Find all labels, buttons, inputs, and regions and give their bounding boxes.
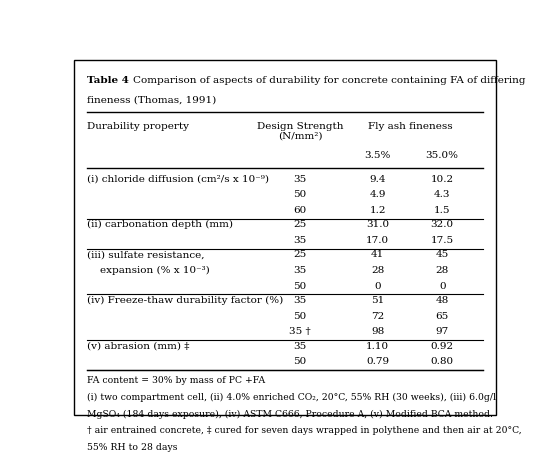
- Text: 48: 48: [435, 296, 449, 305]
- Text: 35: 35: [294, 296, 307, 305]
- Text: (iii) sulfate resistance,: (iii) sulfate resistance,: [87, 251, 204, 259]
- Text: FA content = 30% by mass of PC +FA: FA content = 30% by mass of PC +FA: [87, 376, 265, 385]
- Text: 35.0%: 35.0%: [426, 151, 459, 160]
- Text: 35: 35: [294, 175, 307, 184]
- Text: Table 4: Table 4: [87, 76, 128, 85]
- Text: 50: 50: [294, 312, 307, 321]
- Text: fineness (Thomas, 1991): fineness (Thomas, 1991): [87, 95, 216, 104]
- Text: 60: 60: [294, 206, 307, 215]
- Text: 97: 97: [435, 327, 449, 336]
- Text: (iv) Freeze-thaw durability factor (%): (iv) Freeze-thaw durability factor (%): [87, 296, 283, 305]
- Text: Comparison of aspects of durability for concrete containing FA of differing: Comparison of aspects of durability for …: [133, 76, 526, 85]
- Text: 98: 98: [371, 327, 384, 336]
- Text: 10.2: 10.2: [431, 175, 454, 184]
- Text: (i) chloride diffusion (cm²/s x 10⁻⁹): (i) chloride diffusion (cm²/s x 10⁻⁹): [87, 175, 269, 184]
- Text: 3.5%: 3.5%: [364, 151, 391, 160]
- Text: 1.10: 1.10: [366, 342, 389, 351]
- Text: 51: 51: [371, 296, 384, 305]
- FancyBboxPatch shape: [74, 60, 496, 415]
- Text: 1.2: 1.2: [369, 206, 386, 215]
- Text: 9.4: 9.4: [369, 175, 386, 184]
- Text: (v) abrasion (mm) ‡: (v) abrasion (mm) ‡: [87, 342, 189, 351]
- Text: 25: 25: [294, 251, 307, 259]
- Text: 28: 28: [371, 266, 384, 275]
- Text: 55% RH to 28 days: 55% RH to 28 days: [87, 443, 177, 452]
- Text: 0: 0: [439, 282, 445, 290]
- Text: (i) two compartment cell, (ii) 4.0% enriched CO₂, 20°C, 55% RH (30 weeks), (iii): (i) two compartment cell, (ii) 4.0% enri…: [87, 393, 496, 402]
- Text: 0.80: 0.80: [431, 357, 454, 366]
- Text: 35: 35: [294, 342, 307, 351]
- Text: 0: 0: [374, 282, 381, 290]
- Text: 35: 35: [294, 266, 307, 275]
- Text: 50: 50: [294, 282, 307, 290]
- Text: (ii) carbonation depth (mm): (ii) carbonation depth (mm): [87, 220, 233, 229]
- Text: 31.0: 31.0: [366, 220, 389, 229]
- Text: 4.9: 4.9: [369, 190, 386, 199]
- Text: † air entrained concrete, ‡ cured for seven days wrapped in polythene and then a: † air entrained concrete, ‡ cured for se…: [87, 426, 522, 435]
- Text: 35 †: 35 †: [289, 327, 311, 336]
- Text: 72: 72: [371, 312, 384, 321]
- Text: MgSO₄ (184 days exposure), (iv) ASTM C666, Procedure A, (v) Modified BCA method.: MgSO₄ (184 days exposure), (iv) ASTM C66…: [87, 410, 493, 419]
- Text: Durability property: Durability property: [87, 122, 188, 131]
- Text: 65: 65: [435, 312, 449, 321]
- Text: 50: 50: [294, 357, 307, 366]
- Text: 17.0: 17.0: [366, 236, 389, 245]
- Text: 0.92: 0.92: [431, 342, 454, 351]
- Text: 32.0: 32.0: [431, 220, 454, 229]
- Text: expansion (% x 10⁻³): expansion (% x 10⁻³): [87, 266, 210, 275]
- Text: 45: 45: [435, 251, 449, 259]
- Text: 50: 50: [294, 190, 307, 199]
- Text: 17.5: 17.5: [431, 236, 454, 245]
- Text: 0.79: 0.79: [366, 357, 389, 366]
- Text: Fly ash fineness: Fly ash fineness: [368, 122, 452, 131]
- Text: 1.5: 1.5: [434, 206, 450, 215]
- Text: 4.3: 4.3: [434, 190, 450, 199]
- Text: 41: 41: [371, 251, 384, 259]
- Text: Design Strength
(N/mm²): Design Strength (N/mm²): [257, 122, 343, 141]
- Text: 25: 25: [294, 220, 307, 229]
- Text: 35: 35: [294, 236, 307, 245]
- Text: 28: 28: [435, 266, 449, 275]
